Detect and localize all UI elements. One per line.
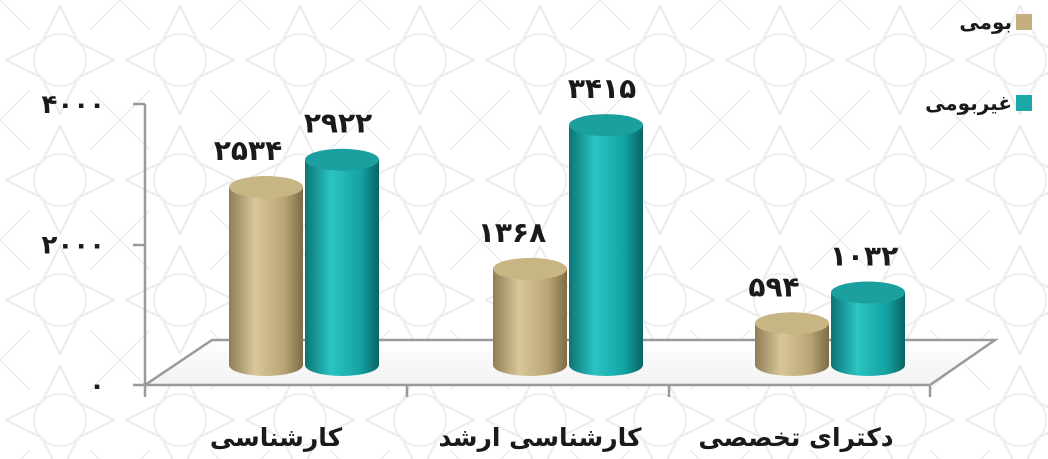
bar bbox=[831, 281, 905, 376]
bar-body bbox=[569, 125, 643, 376]
legend-label-nonnative: غیربومی bbox=[925, 91, 1012, 115]
bar-top bbox=[493, 257, 567, 280]
data-label: ۱۳۶۸ bbox=[478, 216, 546, 249]
bar-body bbox=[755, 323, 829, 376]
bar-top bbox=[569, 114, 643, 137]
bar-top bbox=[755, 312, 829, 335]
data-label: ۵۹۴ bbox=[748, 270, 799, 303]
bar bbox=[493, 257, 567, 376]
bar-top bbox=[831, 281, 905, 304]
bar-body bbox=[831, 292, 905, 376]
data-label: ۳۴۱۵ bbox=[568, 72, 636, 105]
bar bbox=[305, 148, 379, 376]
data-label: ۱۰۳۲ bbox=[830, 240, 898, 273]
bar-body bbox=[229, 186, 303, 376]
bar-body bbox=[305, 159, 379, 376]
bar-top bbox=[305, 148, 379, 171]
legend-item-native: بومی bbox=[959, 10, 1032, 34]
x-category-label: کارشناسی bbox=[210, 423, 343, 452]
data-label: ۲۹۲۲ bbox=[304, 107, 372, 140]
legend-swatch-nonnative bbox=[1016, 95, 1032, 111]
x-category-label: کارشناسی ارشد bbox=[438, 423, 642, 452]
legend-label-native: بومی bbox=[959, 10, 1012, 34]
legend-swatch-native bbox=[1016, 14, 1032, 30]
bar bbox=[755, 312, 829, 376]
x-category-label: دکترای تخصصی bbox=[698, 423, 893, 453]
bar bbox=[229, 175, 303, 376]
data-label: ۲۵۳۴ bbox=[214, 134, 282, 167]
legend-item-nonnative: غیربومی bbox=[925, 91, 1032, 115]
bar-body bbox=[493, 268, 567, 376]
legend: بومی غیربومی bbox=[872, 0, 1032, 130]
y-tick-label: ۲۰۰۰ bbox=[42, 231, 105, 261]
y-tick-label: ۴۰۰۰ bbox=[42, 90, 105, 120]
bar-top bbox=[229, 175, 303, 198]
y-tick-label: ۰ bbox=[89, 371, 105, 401]
bar bbox=[569, 114, 643, 376]
